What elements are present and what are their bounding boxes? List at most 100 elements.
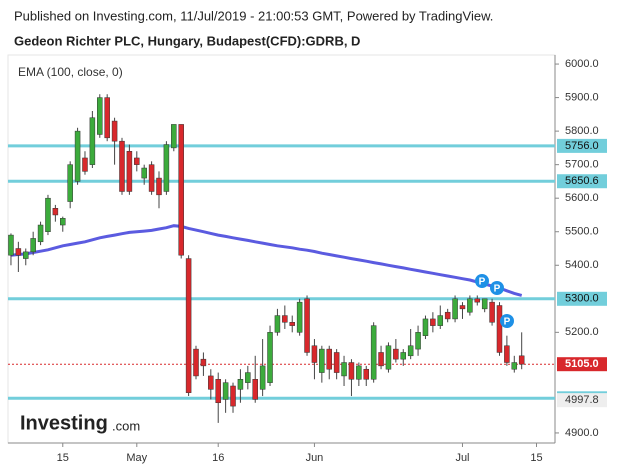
candle-body — [452, 298, 458, 320]
candle-body — [289, 322, 295, 326]
event-marker — [500, 314, 514, 328]
candle-body — [30, 238, 36, 253]
candle-body — [459, 305, 466, 310]
candle-body — [141, 167, 147, 179]
candle-body — [15, 248, 22, 256]
candle-body — [52, 208, 59, 216]
level-label-box — [557, 291, 607, 306]
event-marker-label: P — [494, 284, 501, 295]
last-price-label: 5105.0 — [565, 358, 599, 370]
candle-body — [193, 348, 199, 377]
y-tick-label: 5800.0 — [565, 125, 599, 137]
chart-title: Gedeon Richter PLC, Hungary, Budapest(CF… — [14, 33, 360, 48]
candle-body — [407, 345, 414, 357]
candle-body — [156, 177, 162, 196]
candle-body — [437, 315, 444, 326]
candle-body — [37, 224, 44, 243]
candle-body — [267, 332, 273, 383]
logo-suffix: .com — [112, 418, 140, 433]
y-tick-label: 6000.0 — [565, 58, 599, 70]
candle-body — [148, 164, 155, 192]
low-label-box — [557, 393, 607, 408]
candle-body — [518, 355, 525, 365]
candle-body — [259, 365, 266, 390]
candle-body — [67, 164, 73, 202]
event-marker — [490, 281, 504, 295]
candle-body — [348, 362, 355, 380]
candle-body — [363, 368, 370, 380]
candle-body — [45, 197, 51, 232]
candle-body — [415, 332, 421, 350]
candle-body — [378, 352, 384, 367]
x-tick-label: Jul — [455, 452, 469, 464]
candle-body — [504, 345, 510, 363]
candle-body — [370, 325, 377, 380]
candle-body — [89, 117, 96, 165]
y-tick-label: 4900.0 — [565, 427, 599, 439]
candle-body — [311, 345, 318, 363]
y-tick-label: 5400.0 — [565, 259, 599, 271]
candle-body — [333, 352, 340, 373]
candle-body — [356, 365, 362, 380]
candle-body — [230, 385, 236, 407]
candle-body — [171, 124, 177, 149]
candle-body — [400, 352, 407, 360]
candle-body — [326, 348, 332, 370]
candle-body — [304, 298, 310, 353]
x-tick-label: Jun — [306, 452, 324, 464]
candle-body — [245, 372, 251, 383]
candle-body — [430, 318, 436, 326]
logo-brand: Investing — [20, 412, 108, 434]
candle-body — [97, 97, 103, 135]
header: Published on Investing.com, 11/Jul/2019 … — [14, 8, 493, 23]
y-tick-label: 5700.0 — [565, 159, 599, 171]
candle-body — [319, 348, 325, 373]
candle-body — [82, 157, 88, 172]
candle-body — [8, 234, 14, 256]
y-tick-label: 5500.0 — [565, 226, 599, 238]
x-tick-label: 15 — [57, 452, 69, 464]
candle-body — [444, 311, 451, 320]
candle-body — [496, 305, 503, 353]
level-label: 5756.0 — [565, 140, 599, 152]
ema-line — [10, 224, 523, 297]
candle-body — [467, 298, 473, 313]
event-marker — [475, 274, 489, 288]
candle-body — [237, 379, 244, 390]
candle-body — [208, 375, 214, 390]
candle-body — [422, 318, 429, 336]
candle-body — [274, 315, 281, 333]
candle-body — [393, 348, 399, 360]
candle-body — [134, 157, 140, 165]
candle-body — [385, 345, 392, 370]
candle-body — [119, 140, 125, 192]
candle-body — [104, 97, 110, 139]
logo: Investing .com — [20, 412, 140, 434]
candle-body — [489, 301, 495, 323]
candle-body — [60, 218, 66, 226]
candle-body — [252, 379, 258, 400]
candle-body — [126, 150, 133, 192]
y-tick-label: 5900.0 — [565, 91, 599, 103]
candle-body — [511, 362, 518, 370]
candle-body — [185, 258, 192, 393]
candle-body — [178, 124, 184, 256]
y-tick-label: 5600.0 — [565, 192, 599, 204]
event-marker-label: P — [504, 317, 511, 328]
candle-body — [215, 379, 221, 404]
x-tick-label: May — [126, 452, 147, 464]
low-label: 4997.8 — [565, 394, 599, 406]
last-price-box — [557, 357, 607, 372]
candle-body — [74, 130, 81, 182]
candle-body — [23, 251, 29, 259]
candle-body — [282, 315, 288, 323]
level-label-box — [557, 174, 607, 189]
candle-body — [200, 358, 207, 367]
candle-body — [474, 298, 481, 303]
candle-body — [481, 298, 488, 310]
candle-body — [222, 382, 229, 400]
level-label: 5300.0 — [565, 293, 599, 305]
candle-body — [341, 362, 347, 377]
